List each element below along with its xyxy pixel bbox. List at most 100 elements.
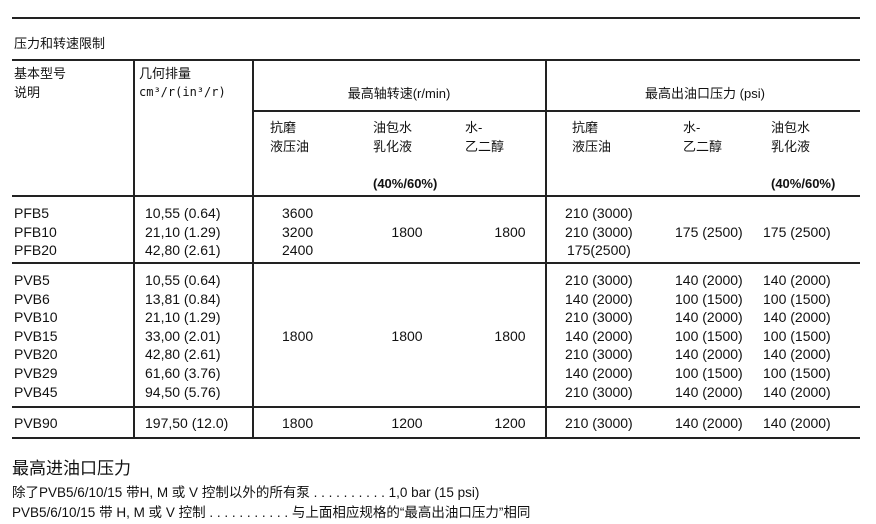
pressure-cell: 210 (3000) <box>565 383 633 400</box>
pressure_cols-label-line2: 液压油 <box>572 139 612 154</box>
pressure-cell: 175(2500) <box>567 242 631 259</box>
column-divider <box>252 59 254 438</box>
inlet-line-1-label: 除了PVB5/6/10/15 带H, M 或 V 控制以外的所有泵 . . . … <box>12 485 389 500</box>
table-top-rule <box>12 17 860 19</box>
speed_cols-label-line1: 抗磨 <box>270 120 297 135</box>
speed_cols-label-line2: 液压油 <box>270 139 310 154</box>
pressure-cell: 140 (2000) <box>565 365 633 381</box>
model-cell: PVB29 <box>14 365 58 381</box>
pressure-header: 最高出油口压力 (psi) <box>645 86 765 101</box>
speed_cols-label-line1: 水- <box>465 120 483 135</box>
pressure_cols-label-line2: 乙二醇 <box>683 139 723 154</box>
speed_cols-note: (40%/60%) <box>373 176 438 191</box>
displacement-cell: 42,80 (2.61) <box>145 346 221 363</box>
model-cell: PVB10 <box>14 309 58 326</box>
displacement-cell: 94,50 (5.76) <box>145 383 221 400</box>
inlet-pressure-title: 最高进油口压力 <box>12 459 131 478</box>
pressure_cols-label-line1: 油包水 <box>771 120 811 135</box>
header-bottom-rule <box>12 195 860 197</box>
pressure-cell: 140 (2000) <box>763 415 831 431</box>
displacement-header: 几何排量 cm³/r(in³/r) <box>139 64 226 102</box>
column-divider <box>545 59 547 438</box>
column-divider <box>133 59 135 438</box>
pressure-cell: 140 (2000) <box>763 346 831 363</box>
header-sub-rule <box>252 110 860 112</box>
displacement-header-line1: 几何排量 <box>139 66 192 81</box>
pressure-cell: 140 (2000) <box>675 309 743 326</box>
pressure-cell: 140 (2000) <box>675 415 743 431</box>
section-title: 压力和转速限制 <box>14 37 106 52</box>
pressure-cell: 100 (1500) <box>763 327 831 344</box>
displacement-cell: 10,55 (0.64) <box>145 272 221 288</box>
speed-cell: 3600 3200 2400 <box>282 205 314 258</box>
inlet-line-2-label: PVB5/6/10/15 带 H, M 或 V 控制 . . . . . . .… <box>12 505 292 520</box>
model-cell: PVB20 <box>14 346 58 363</box>
model-cell: PVB90 <box>14 415 58 431</box>
speed-cell: 1200 <box>494 415 526 431</box>
pressure_cols-label-line1: 抗磨 <box>572 120 599 135</box>
model-cell: PVB6 <box>14 290 50 307</box>
speed_cols-label-line1: 油包水 <box>373 120 413 135</box>
speed-cell: 1800 <box>494 327 526 344</box>
pressure-cell: 140 (2000) <box>763 309 831 326</box>
speed-header: 最高轴转速(r/min) <box>347 86 451 101</box>
model-header-line1: 基本型号 <box>14 66 67 81</box>
inlet-line-2: PVB5/6/10/15 带 H, M 或 V 控制 . . . . . . .… <box>12 501 530 521</box>
table-bottom-rule <box>12 437 860 439</box>
pressure-cell: 175 (2500) <box>763 223 831 240</box>
displacement-cell: 21,10 (1.29) <box>145 223 221 240</box>
pressure-cell: 210 (3000) <box>565 205 633 221</box>
speed-cell: 1200 <box>391 415 423 431</box>
model-cell: PVB15 <box>14 327 58 344</box>
pressure-cell: 140 (2000) <box>675 383 743 400</box>
pressure-cell: 210 (3000) <box>565 415 633 431</box>
pressure-cell: 140 (2000) <box>675 272 743 288</box>
displacement-cell: 61,60 (3.76) <box>145 365 221 381</box>
pressure-cell: 210 (3000) <box>565 346 633 363</box>
speed_cols-label-line2: 乳化液 <box>373 139 413 154</box>
speed-cell: 1800 <box>494 223 526 240</box>
speed-cell: 1800 <box>282 327 314 344</box>
inlet-line-1: 除了PVB5/6/10/15 带H, M 或 V 控制以外的所有泵 . . . … <box>12 481 479 501</box>
model-header-line2: 说明 <box>14 85 41 100</box>
pressure-cell: 175 (2500) <box>675 223 743 240</box>
speed-cell: 1800 <box>391 327 423 344</box>
model-cell: PVB5 <box>14 272 50 288</box>
displacement-cell: 42,80 (2.61) <box>145 242 221 259</box>
pressure_cols-label-line2: 乳化液 <box>771 139 811 154</box>
pressure-cell: 210 (3000) <box>565 223 633 240</box>
group-divider <box>12 406 860 408</box>
pressure-cell: 100 (1500) <box>675 365 743 381</box>
displacement-cell: 21,10 (1.29) <box>145 309 221 326</box>
model-cell: PVB45 <box>14 383 58 400</box>
pressure-cell: 100 (1500) <box>763 290 831 307</box>
group-divider <box>12 262 860 264</box>
displacement-cell: 13,81 (0.84) <box>145 290 221 307</box>
pressure-cell: 210 (3000) <box>565 272 633 288</box>
pressure-cell: 140 (2000) <box>763 383 831 400</box>
model-header: 基本型号 说明 <box>14 64 66 102</box>
pressure-cell: 210 (3000) <box>565 309 633 326</box>
header-top-rule <box>12 59 860 61</box>
displacement-cell: 197,50 (12.0) <box>145 415 229 431</box>
pressure-cell: 140 (2000) <box>565 327 633 344</box>
model-cell: PFB5 <box>14 205 50 221</box>
pressure-cell: 140 (2000) <box>763 272 831 288</box>
inlet-line-1-value: 1,0 bar (15 psi) <box>388 485 480 500</box>
pressure_cols-note: (40%/60%) <box>771 176 836 191</box>
speed-cell: 1800 <box>391 223 423 240</box>
pressure-cell: 140 (2000) <box>675 346 743 363</box>
pressure_cols-label-line1: 水- <box>683 120 701 135</box>
speed-cell: 1800 <box>282 415 314 431</box>
displacement-header-line2: cm³/r(in³/r) <box>139 85 226 99</box>
speed_cols-label-line2: 乙二醇 <box>465 139 505 154</box>
displacement-cell: 10,55 (0.64) <box>145 205 221 221</box>
model-cell: PFB10 <box>14 223 57 240</box>
model-cell: PFB20 <box>14 242 57 259</box>
displacement-cell: 33,00 (2.01) <box>145 327 221 344</box>
pressure-cell: 140 (2000) <box>565 290 633 307</box>
pressure-cell: 100 (1500) <box>763 365 831 381</box>
inlet-line-2-value: 与上面相应规格的“最高出油口压力”相同 <box>291 505 531 520</box>
pressure-cell: 100 (1500) <box>675 327 743 344</box>
pressure-cell: 100 (1500) <box>675 290 743 307</box>
